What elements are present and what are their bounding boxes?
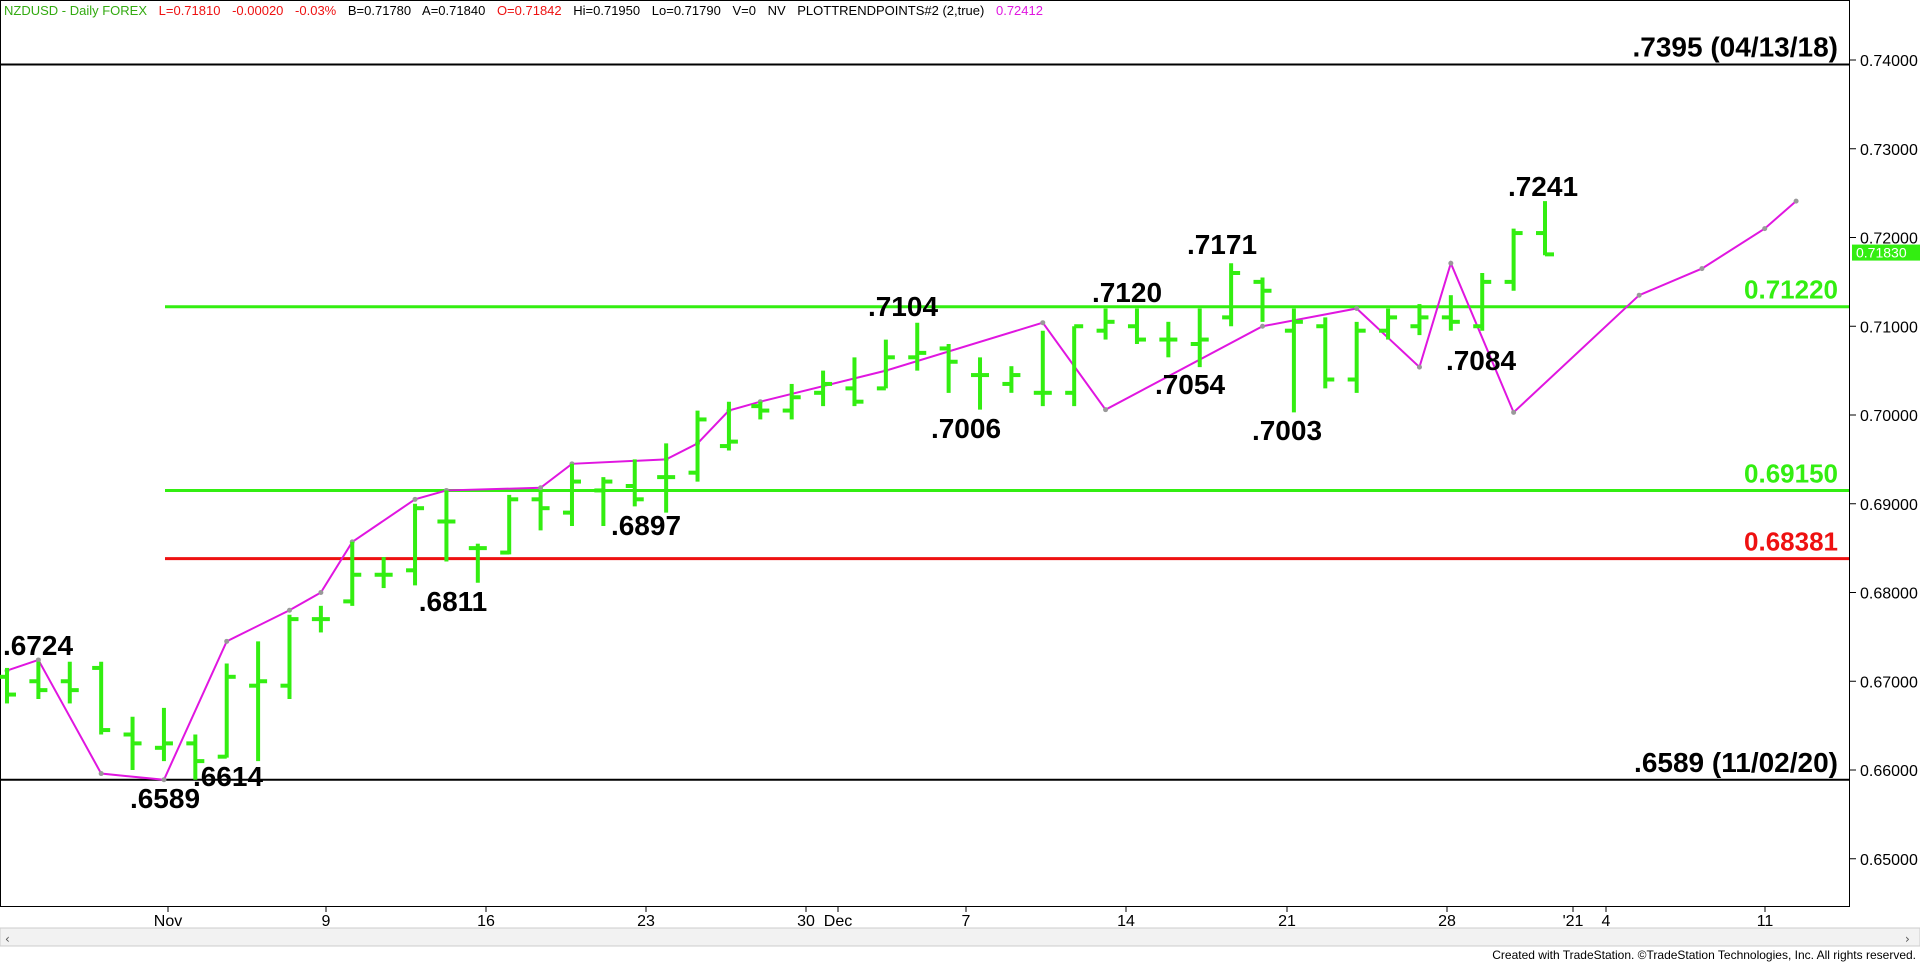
header-indicator: PLOTTRENDPOINTS#2 (2,true) bbox=[797, 3, 984, 18]
time-axis: Nov 9 16 23 30 Dec 7 14 21 28 '21 4 11 bbox=[154, 906, 1774, 930]
trend-point bbox=[286, 607, 292, 613]
trend-point bbox=[1260, 323, 1266, 329]
level-label: 0.71220 bbox=[1744, 275, 1838, 305]
ohlc-bars bbox=[0, 201, 1554, 780]
trend-point bbox=[412, 496, 418, 502]
trend-point bbox=[538, 485, 544, 491]
scroll-right-icon[interactable]: › bbox=[1905, 932, 1910, 946]
header-symbol: NZDUSD - Daily FOREX bbox=[4, 3, 147, 18]
trend-point bbox=[161, 777, 167, 783]
last-price-label: 0.71830 bbox=[1856, 245, 1907, 261]
time-tick-label: 30 bbox=[797, 913, 815, 930]
header-pct: -0.03% bbox=[295, 3, 337, 18]
trend-point-label: .7054 bbox=[1155, 369, 1225, 400]
trend-polyline bbox=[6, 200, 1797, 781]
time-tick-label: 7 bbox=[962, 913, 971, 930]
header-high: Hi=0.71950 bbox=[573, 3, 640, 18]
trend-point bbox=[318, 590, 324, 595]
trend-point bbox=[35, 657, 41, 663]
price-tick-label: 0.71000 bbox=[1860, 319, 1918, 336]
trend-point bbox=[1636, 292, 1642, 298]
price-tick-label: 0.73000 bbox=[1860, 142, 1918, 159]
price-tick-label: 0.72000 bbox=[1860, 231, 1918, 248]
trend-point bbox=[1416, 364, 1422, 370]
trend-point-label: .7120 bbox=[1092, 277, 1162, 308]
level-label: 0.68381 bbox=[1744, 527, 1838, 557]
price-tick-label: 0.70000 bbox=[1860, 408, 1918, 425]
time-tick-label: 9 bbox=[322, 913, 331, 930]
trend-point-label: .7006 bbox=[931, 413, 1001, 444]
trend-point bbox=[1448, 260, 1454, 266]
price-tick-label: 0.66000 bbox=[1860, 763, 1918, 780]
trend-point-label: .7171 bbox=[1187, 229, 1257, 260]
time-tick-label: 28 bbox=[1438, 913, 1456, 930]
last-price-box bbox=[1852, 244, 1920, 261]
price-tick-label: 0.67000 bbox=[1860, 674, 1918, 691]
trend-point-label: .7241 bbox=[1508, 171, 1578, 202]
price-tick-label: 0.68000 bbox=[1860, 586, 1918, 603]
level-label: .7395 (04/13/18) bbox=[1633, 31, 1839, 62]
level-label: 0.69150 bbox=[1744, 458, 1838, 488]
horizontal-lines: .7395 (04/13/18) .6589 (11/02/20) 0.71220 0… bbox=[0, 31, 1849, 781]
header-ask: A=0.71840 bbox=[422, 3, 485, 18]
price-tick-label: 0.69000 bbox=[1860, 497, 1918, 514]
header-low: Lo=0.71790 bbox=[652, 3, 721, 18]
header-line: NZDUSD - Daily FOREX L=0.71810 -0.00020 … bbox=[4, 3, 1043, 18]
time-tick-label: 23 bbox=[637, 913, 655, 930]
price-tick-label: 0.74000 bbox=[1860, 53, 1918, 70]
trend-point bbox=[224, 638, 230, 644]
plot-frame bbox=[0, 0, 1850, 907]
trend-point bbox=[1793, 198, 1799, 204]
trend-point-label: .7084 bbox=[1446, 345, 1516, 376]
trend-point-label: .6724 bbox=[3, 630, 73, 661]
trend-point-label: .6589 bbox=[130, 783, 200, 814]
header-nv: NV bbox=[768, 3, 786, 18]
time-tick-label: 4 bbox=[1602, 913, 1611, 930]
trend-point-labels: .6724 .6589.6614 .6811 .6897 .7104 .7006 .7120… bbox=[3, 171, 1578, 814]
trend-point bbox=[1103, 407, 1109, 413]
time-tick-label: Dec bbox=[824, 913, 852, 930]
header-change: -0.00020 bbox=[232, 3, 283, 18]
trend-point-label: .6811 bbox=[419, 586, 488, 617]
header-bid: B=0.71780 bbox=[348, 3, 411, 18]
time-tick-label: 21 bbox=[1278, 913, 1296, 930]
trend-point-label: .7003 bbox=[1252, 415, 1322, 446]
time-tick-label: '21 bbox=[1563, 913, 1584, 930]
trend-line bbox=[4, 198, 1799, 783]
trend-point bbox=[1762, 226, 1768, 232]
trend-point bbox=[1699, 266, 1705, 272]
time-tick-label: 16 bbox=[477, 913, 495, 930]
price-tick-label: 0.65000 bbox=[1860, 852, 1918, 869]
trend-point bbox=[1354, 306, 1360, 311]
header-last: L=0.71810 bbox=[159, 3, 221, 18]
header-indicator-value: 0.72412 bbox=[996, 3, 1043, 18]
trend-point-label: .6614 bbox=[193, 761, 263, 792]
trend-point bbox=[1040, 320, 1046, 326]
time-tick-label: Nov bbox=[154, 913, 182, 930]
scroll-left-icon[interactable]: ‹ bbox=[5, 932, 10, 946]
horizontal-scrollbar[interactable] bbox=[0, 927, 1920, 947]
header-open: O=0.71842 bbox=[497, 3, 562, 18]
trend-point bbox=[1511, 409, 1517, 415]
trend-point-label: .6897 bbox=[611, 510, 681, 541]
footer-credit: Created with TradeStation. ©TradeStation… bbox=[1492, 948, 1916, 962]
header-volume: V=0 bbox=[732, 3, 756, 18]
level-label: .6589 (11/02/20) bbox=[1634, 747, 1838, 778]
time-tick-label: 14 bbox=[1117, 913, 1135, 930]
trend-point bbox=[98, 771, 104, 777]
price-axis: 0.74000 0.73000 0.72000 0.71000 0.70000 0.690… bbox=[1849, 53, 1918, 869]
trend-point-label: .7104 bbox=[868, 291, 938, 322]
time-tick-label: 11 bbox=[1757, 913, 1774, 930]
